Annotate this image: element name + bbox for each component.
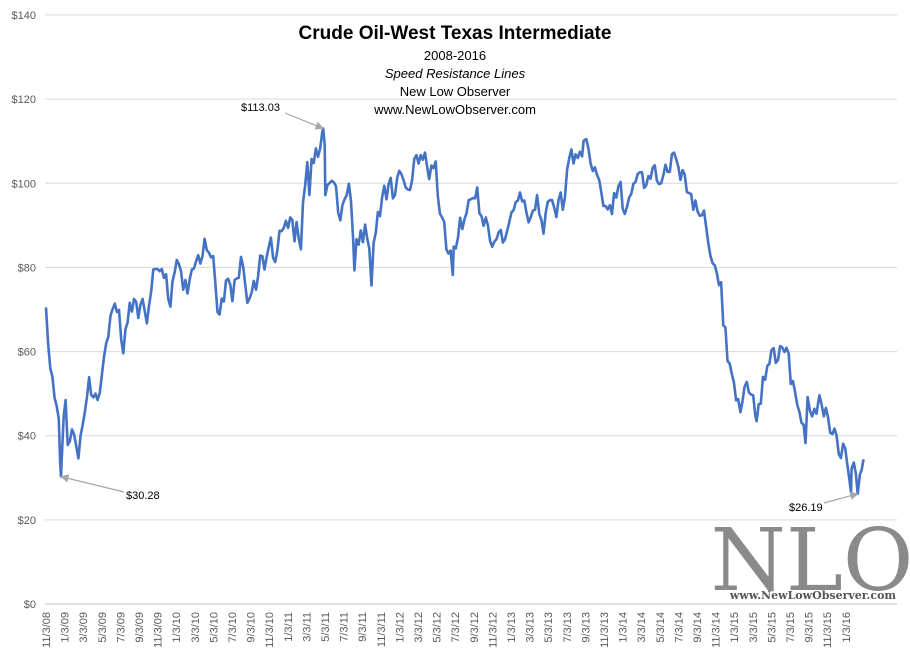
x-tick-label: 11/3/15 [822,612,834,648]
annotation-arrow [284,112,324,130]
x-tick-label: 11/3/14 [711,612,723,648]
x-tick-label: 11/3/13 [599,612,611,648]
series-line [44,127,865,496]
x-tick-label: 3/3/10 [190,612,202,643]
x-tick-label: 9/3/14 [692,612,704,643]
nlo-logo-text: NLO [711,511,910,611]
x-tick-label: 9/3/12 [469,612,481,643]
x-tick-label: 3/3/11 [301,612,313,642]
x-tick-label: 9/3/09 [134,612,146,643]
x-tick-label: 5/3/11 [320,612,332,642]
x-tick-label: 5/3/14 [655,612,667,643]
watermark: NLO www.NewLowObserver.com [711,511,910,611]
nlo-logo-url: www.NewLowObserver.com [729,589,896,602]
x-tick-label: 7/3/14 [673,612,685,643]
x-tick-label: 7/3/15 [785,612,797,643]
x-tick-label: 9/3/15 [804,612,816,643]
x-tick-label: 7/3/09 [115,612,127,643]
y-tick-label: $80 [18,262,36,274]
chart-title-block: Crude Oil-West Texas Intermediate 2008-2… [299,23,612,117]
y-tick-label: $140 [12,10,36,22]
x-tick-label: 7/3/10 [227,612,239,643]
x-tick-label: 7/3/11 [339,612,351,642]
x-tick-label: 1/3/11 [283,612,295,642]
x-tick-label: 1/3/10 [171,612,183,643]
chart-subtitle-url: www.NewLowObserver.com [373,102,536,117]
x-tick-label: 11/3/08 [41,612,53,648]
annotation-arrow [823,491,859,504]
annotation-label: $113.03 [241,102,280,114]
x-tick-label: 5/3/13 [543,612,555,643]
x-axis: 11/3/08 1/3/09 3/3/09 5/3/09 7/3/09 9/3/09 11/… [41,612,853,648]
gridlines [45,14,897,605]
y-tick-label: $100 [12,178,36,190]
annotation-label: $26.19 [789,502,823,514]
chart-subtitle-author: New Low Observer [400,84,511,99]
x-tick-label: 3/3/09 [78,612,90,643]
x-tick-label: 5/3/12 [432,612,444,643]
x-tick-label: 3/3/14 [636,612,648,643]
annotation-label: $30.28 [126,490,160,502]
x-tick-label: 3/3/12 [413,612,425,643]
chart-subtitle-years: 2008-2016 [424,48,486,63]
y-tick-label: $0 [24,599,36,611]
annotations: $113.03 $30.28 $26.19 [60,102,859,514]
x-tick-label: 7/3/12 [450,612,462,643]
x-tick-label: 11/3/09 [153,612,165,648]
annotation-arrow [60,474,125,493]
x-tick-label: 3/3/13 [525,612,537,643]
x-tick-label: 1/3/14 [618,612,630,643]
x-tick-label: 5/3/09 [97,612,109,643]
x-tick-label: 11/3/10 [264,612,276,648]
y-axis: $0 $20 $40 $60 $80 $100 $120 $140 [12,10,36,611]
chart-title: Crude Oil-West Texas Intermediate [299,23,612,44]
series-layer [44,127,865,496]
x-tick-label: 11/3/12 [487,612,499,648]
x-tick-label: 5/3/15 [766,612,778,643]
x-tick-label: 9/3/13 [580,612,592,643]
y-tick-label: $40 [18,431,36,443]
x-tick-label: 1/3/09 [60,612,72,643]
x-tick-label: 1/3/15 [729,612,741,643]
x-tick-label: 9/3/10 [246,612,258,643]
x-tick-label: 1/3/13 [506,612,518,643]
x-tick-label: 3/3/15 [748,612,760,643]
chart-subtitle-method: Speed Resistance Lines [385,66,526,81]
x-tick-label: 7/3/13 [562,612,574,643]
x-tick-label: 11/3/11 [376,612,388,647]
x-tick-label: 9/3/11 [357,612,369,642]
x-tick-label: 1/3/12 [394,612,406,643]
y-tick-label: $60 [18,347,36,359]
y-tick-label: $20 [18,515,36,527]
x-tick-label: 5/3/10 [208,612,220,643]
y-tick-label: $120 [12,94,36,106]
x-tick-label: 1/3/16 [841,612,853,643]
